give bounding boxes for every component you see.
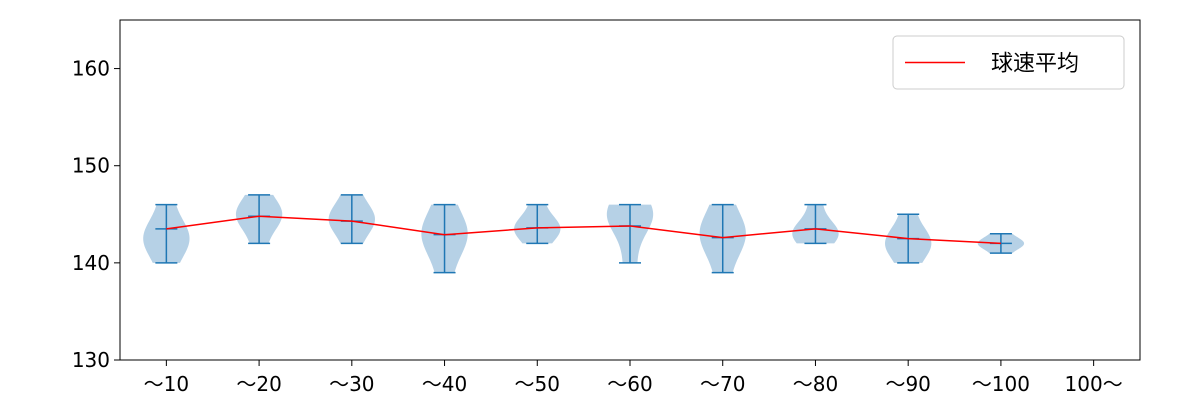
- x-tick-label: ～60: [607, 372, 652, 396]
- x-tick-label: ～10: [144, 372, 189, 396]
- mean-series-group: [166, 215, 1001, 245]
- y-tick-label: 140: [72, 251, 110, 275]
- y-tick-label: 160: [72, 57, 110, 81]
- x-tick-label: 100～: [1065, 372, 1123, 396]
- x-tick-label: ～80: [793, 372, 838, 396]
- x-tick-label: ～20: [236, 372, 281, 396]
- y-axis: 130 140 150 160: [72, 57, 120, 372]
- x-tick-label: ～50: [515, 372, 560, 396]
- whisker-group: [155, 194, 1012, 274]
- violin-group: [143, 194, 1025, 273]
- x-tick-label: ～90: [885, 372, 930, 396]
- legend-label: 球速平均: [991, 52, 1079, 77]
- x-tick-label: ～70: [700, 372, 745, 396]
- legend: 球速平均: [892, 35, 1125, 90]
- series-line-mean-velocity: [166, 215, 1001, 245]
- y-tick-label: 130: [72, 348, 110, 372]
- y-tick-label: 150: [72, 154, 110, 178]
- legend-box: [892, 35, 1125, 90]
- x-tick-label: ～100: [972, 372, 1030, 396]
- x-tick-label: ～30: [329, 372, 374, 396]
- x-tick-label: ～40: [422, 372, 467, 396]
- x-axis: ～10 ～20 ～30 ～40 ～50 ～60 ～70 ～80 ～90 ～100 100～: [144, 360, 1123, 396]
